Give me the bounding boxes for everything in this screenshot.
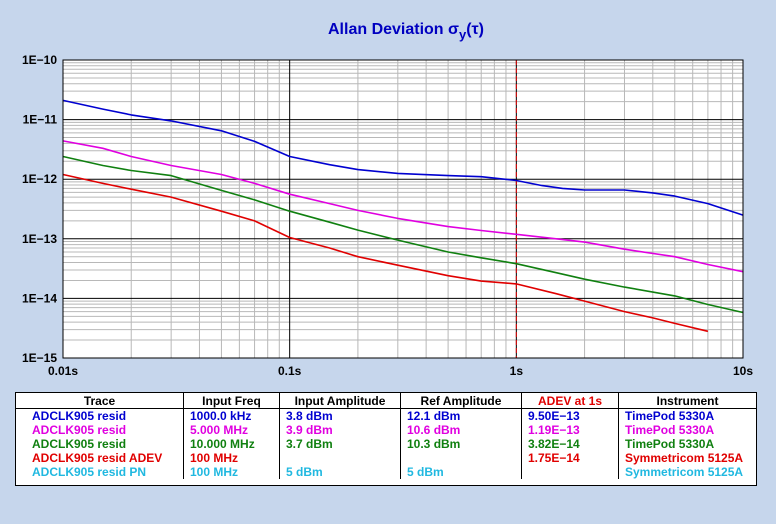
legend-input-amplitude: 3.9 dBm xyxy=(279,423,401,437)
header-trace: Trace xyxy=(16,393,184,409)
legend-trace: ADCLK905 resid ADEV xyxy=(16,451,184,465)
legend-row: ADCLK905 resid 10.000 MHz 3.7 dBm 10.3 dBm 3… xyxy=(16,437,756,451)
grid-lines xyxy=(62,59,744,359)
trace-legend-table: Trace Input Freq Input Amplitude Ref Amp… xyxy=(15,392,757,486)
series-line-3 xyxy=(62,173,709,333)
legend-ref-amplitude: 10.6 dBm xyxy=(400,423,522,437)
legend-input-freq: 100 MHz xyxy=(183,451,280,465)
plot-border xyxy=(62,59,744,359)
legend-row: ADCLK905 resid PN 100 MHz 5 dBm 5 dBm Symmet… xyxy=(16,465,756,479)
legend-ref-amplitude: 5 dBm xyxy=(400,465,522,479)
tick-labels: 0.01s 0.1s 1s 10s 1E−10 1E−11 1E−12 1E−13 1E−14 1… xyxy=(22,53,753,378)
chart-title: Allan Deviation σy(τ) xyxy=(328,21,484,42)
legend-adev-at-1s: 1.19E−13 xyxy=(521,423,619,437)
y-tick-label: 1E−15 xyxy=(22,351,57,365)
y-tick-label: 1E−14 xyxy=(22,291,57,305)
legend-adev-at-1s: 1.75E−14 xyxy=(521,451,619,465)
legend-trace: ADCLK905 resid xyxy=(16,437,184,451)
legend-instrument: TimePod 5330A xyxy=(625,423,715,437)
legend-instrument: Symmetricom 5125A xyxy=(625,451,744,465)
legend-input-freq: 10.000 MHz xyxy=(183,437,280,451)
legend-row: ADCLK905 resid 1000.0 kHz 3.8 dBm 12.1 dBm 9… xyxy=(16,408,756,423)
legend-input-amplitude: 5 dBm xyxy=(279,465,401,479)
legend-body: ADCLK905 resid 1000.0 kHz 3.8 dBm 12.1 dBm 9… xyxy=(16,408,756,479)
legend-adev-at-1s xyxy=(521,465,619,479)
header-input-freq: Input Freq xyxy=(183,393,280,409)
legend-instrument: TimePod 5330A xyxy=(625,437,715,451)
legend-instrument: Symmetricom 5125A xyxy=(625,465,744,479)
legend-adev-at-1s: 9.50E−13 xyxy=(521,408,619,423)
allan-deviation-chart: Allan Deviation σy(τ) 0.01s 0.1s 1s 10s 1E−1… xyxy=(22,21,753,378)
legend-row: ADCLK905 resid 5.000 MHz 3.9 dBm 10.6 dBm 1.… xyxy=(16,423,756,437)
y-tick-label: 1E−12 xyxy=(22,172,57,186)
header-ref-amplitude: Ref Amplitude xyxy=(400,393,522,409)
legend-input-freq: 1000.0 kHz xyxy=(183,408,280,423)
legend-trace: ADCLK905 resid xyxy=(16,408,184,423)
legend-ref-amplitude xyxy=(400,451,522,465)
y-tick-label: 1E−10 xyxy=(22,53,57,67)
legend-adev-at-1s: 3.82E−14 xyxy=(521,437,619,451)
x-tick-label: 1s xyxy=(510,364,524,378)
legend-trace: ADCLK905 resid xyxy=(16,423,184,437)
x-tick-label: 0.01s xyxy=(48,364,78,378)
legend-instrument: TimePod 5330A xyxy=(625,409,715,423)
legend-input-amplitude: 3.8 dBm xyxy=(279,408,401,423)
header-instrument: Instrument xyxy=(618,393,756,409)
series-line-0 xyxy=(62,99,744,216)
x-tick-label: 10s xyxy=(733,364,753,378)
legend-input-freq: 5.000 MHz xyxy=(183,423,280,437)
legend-row: ADCLK905 resid ADEV 100 MHz 1.75E−14 Symmet… xyxy=(16,451,756,465)
header-adev-at-1s: ADEV at 1s xyxy=(521,393,619,409)
plot-area xyxy=(63,60,743,358)
legend-trace: ADCLK905 resid PN xyxy=(16,465,184,479)
y-tick-label: 1E−13 xyxy=(22,232,57,246)
legend-input-amplitude: 3.7 dBm xyxy=(279,437,401,451)
series-line-1 xyxy=(62,140,744,273)
x-tick-label: 0.1s xyxy=(278,364,302,378)
header-input-amplitude: Input Amplitude xyxy=(279,393,401,409)
legend-ref-amplitude: 10.3 dBm xyxy=(400,437,522,451)
legend-header-row: Trace Input Freq Input Amplitude Ref Amp… xyxy=(16,393,756,409)
legend-ref-amplitude: 12.1 dBm xyxy=(400,408,522,423)
legend-input-amplitude xyxy=(279,451,401,465)
y-tick-label: 1E−11 xyxy=(23,113,58,127)
series-group xyxy=(62,99,744,333)
series-line-2 xyxy=(62,155,744,314)
legend-input-freq: 100 MHz xyxy=(183,465,280,479)
